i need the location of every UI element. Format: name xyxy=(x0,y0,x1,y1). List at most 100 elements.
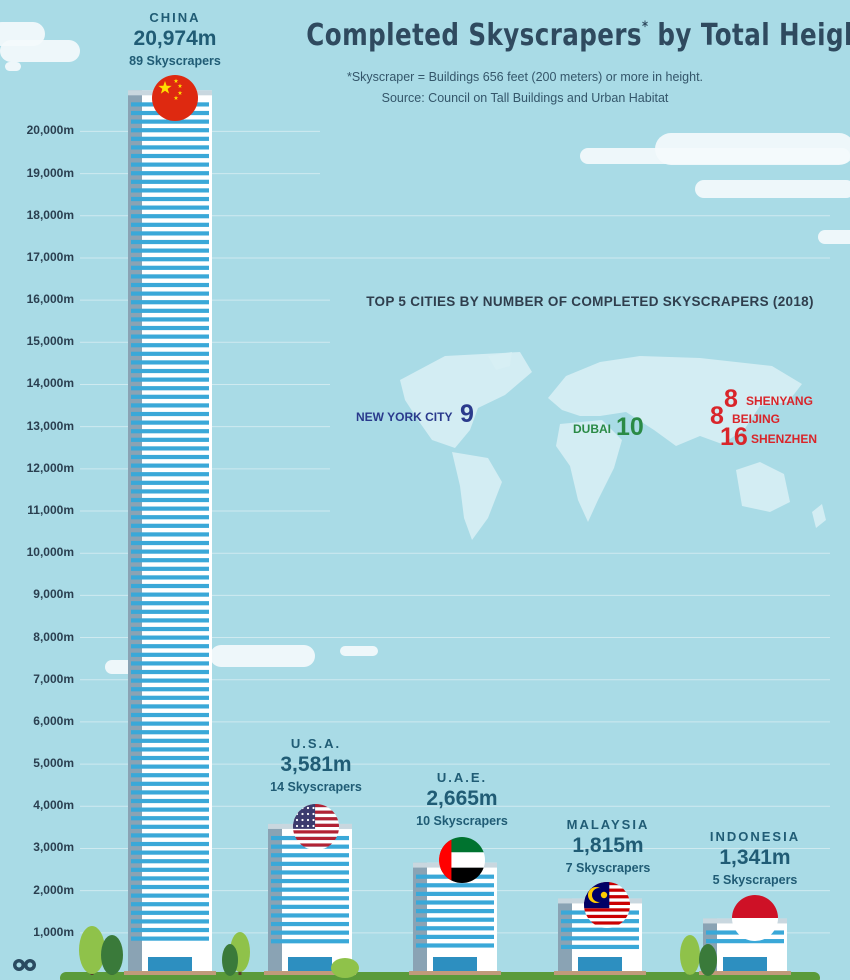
window-band xyxy=(131,136,209,141)
window-band xyxy=(271,913,349,918)
stripe xyxy=(293,817,339,821)
window-band xyxy=(131,540,209,546)
cloud xyxy=(655,133,850,165)
stripe xyxy=(293,836,339,841)
window-band xyxy=(131,480,209,485)
window-band xyxy=(131,790,209,795)
y-tick-label: 20,000m xyxy=(26,123,74,138)
cloud xyxy=(695,180,850,198)
window-band xyxy=(131,222,209,227)
window-band xyxy=(271,930,349,935)
window-band xyxy=(131,231,209,236)
y-tick-label: 9,000m xyxy=(33,587,74,602)
cloud xyxy=(340,646,378,656)
window-band xyxy=(416,908,494,914)
window-band xyxy=(131,291,209,296)
window-band xyxy=(131,755,209,761)
stripe xyxy=(293,843,339,847)
y-tick-label: 8,000m xyxy=(33,629,74,644)
window-band xyxy=(131,153,209,159)
continent xyxy=(488,352,512,370)
window-band xyxy=(131,747,209,752)
star xyxy=(295,806,299,810)
star xyxy=(301,806,304,810)
tree xyxy=(222,944,238,976)
door xyxy=(433,957,477,971)
window-band xyxy=(416,883,494,888)
tree-canopy xyxy=(101,935,123,975)
country-name: INDONESIA xyxy=(709,829,801,844)
window-band xyxy=(271,870,349,875)
window-band xyxy=(131,902,209,907)
city-count-shenzhen: 16 xyxy=(720,423,748,451)
window-band xyxy=(131,317,209,322)
window-band xyxy=(131,661,209,666)
star xyxy=(306,824,310,828)
window-band xyxy=(131,841,209,847)
y-tick-label: 7,000m xyxy=(33,671,74,686)
window-band xyxy=(131,446,209,451)
window-band xyxy=(131,807,209,812)
window-band xyxy=(131,274,209,279)
window-band xyxy=(131,644,209,649)
uae-flag xyxy=(439,837,485,883)
stripe xyxy=(293,833,339,837)
window-band xyxy=(131,884,209,890)
window-band xyxy=(271,853,349,858)
value-label: 1,815m xyxy=(572,834,644,857)
y-tick-label: 10,000m xyxy=(26,545,74,560)
star xyxy=(295,824,299,828)
window-band xyxy=(131,927,209,933)
window-band xyxy=(131,145,209,150)
tree-canopy xyxy=(79,926,105,974)
stripe xyxy=(293,840,339,844)
star xyxy=(312,812,315,816)
tree xyxy=(699,944,717,976)
window-band xyxy=(131,575,209,580)
stripe xyxy=(293,820,339,824)
window-band xyxy=(131,730,209,735)
window-band xyxy=(131,214,209,219)
y-tick-label: 18,000m xyxy=(26,207,74,222)
window-band xyxy=(271,896,349,901)
window-band xyxy=(131,497,209,503)
city-name-shenyang: SHENYANG xyxy=(746,394,813,408)
window-band xyxy=(416,943,494,948)
window-band xyxy=(131,360,209,365)
continent xyxy=(736,462,790,512)
window-band xyxy=(131,601,209,606)
value-label: 1,341m xyxy=(719,846,791,869)
window-band xyxy=(271,939,349,944)
stripe xyxy=(584,918,630,922)
tree-canopy xyxy=(331,958,359,978)
stripe xyxy=(584,908,630,912)
star xyxy=(306,818,310,822)
window-band xyxy=(131,411,209,417)
door xyxy=(148,957,192,971)
star xyxy=(301,824,304,828)
country-flags xyxy=(152,75,778,941)
bar-usa xyxy=(264,823,356,975)
window-band xyxy=(416,900,494,905)
window-band xyxy=(131,704,209,709)
window-band xyxy=(706,939,784,944)
window-band xyxy=(131,592,209,597)
source: Source: Council on Tall Buildings and Ur… xyxy=(381,91,669,105)
star xyxy=(177,90,183,95)
window-band xyxy=(131,506,209,511)
city-name-dubai: DUBAI xyxy=(573,422,611,436)
window-band xyxy=(131,325,209,331)
window-band xyxy=(131,781,209,786)
stripe xyxy=(293,813,339,818)
y-tick-label: 12,000m xyxy=(26,460,74,475)
window-band xyxy=(416,891,494,896)
stripe xyxy=(584,914,630,919)
window-band xyxy=(416,917,494,922)
window-band xyxy=(131,282,209,288)
cloud xyxy=(5,62,21,71)
window-band xyxy=(131,308,209,313)
star xyxy=(295,812,299,816)
window-band xyxy=(131,179,209,184)
city-count-beijing: 8 xyxy=(710,402,724,430)
